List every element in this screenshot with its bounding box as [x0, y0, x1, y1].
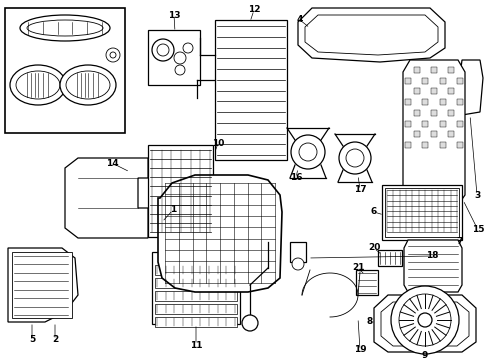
Text: 5: 5 — [29, 336, 35, 345]
Text: 1: 1 — [170, 206, 176, 215]
Circle shape — [157, 44, 169, 56]
Text: 11: 11 — [190, 341, 202, 350]
Polygon shape — [404, 240, 462, 292]
Polygon shape — [381, 302, 469, 346]
Text: 15: 15 — [472, 225, 484, 234]
Bar — [431, 67, 437, 73]
Text: 10: 10 — [212, 139, 224, 148]
Circle shape — [299, 143, 317, 161]
Ellipse shape — [60, 65, 116, 105]
Bar — [457, 99, 463, 105]
Text: 3: 3 — [474, 190, 480, 199]
Bar — [385, 188, 459, 237]
Bar — [457, 142, 463, 148]
Polygon shape — [403, 60, 465, 205]
Bar — [382, 185, 462, 240]
Text: 8: 8 — [367, 318, 373, 327]
Bar — [431, 131, 437, 137]
Text: 21: 21 — [352, 264, 364, 273]
Bar — [155, 304, 237, 314]
Bar — [422, 78, 428, 84]
Bar — [414, 67, 419, 73]
Circle shape — [391, 286, 459, 354]
Polygon shape — [298, 8, 445, 62]
Circle shape — [291, 135, 325, 169]
Text: 18: 18 — [426, 252, 438, 261]
Text: 16: 16 — [290, 174, 302, 183]
Ellipse shape — [16, 71, 60, 99]
Bar — [148, 30, 200, 85]
Bar — [155, 317, 237, 327]
Circle shape — [110, 52, 116, 58]
Bar — [155, 265, 237, 275]
Circle shape — [418, 313, 432, 327]
Bar — [405, 99, 411, 105]
Bar — [440, 78, 446, 84]
Bar — [431, 89, 437, 94]
Ellipse shape — [10, 65, 66, 105]
Bar — [5, 8, 125, 133]
Bar — [448, 131, 454, 137]
Bar — [440, 99, 446, 105]
Text: 7: 7 — [457, 238, 463, 247]
Bar — [405, 142, 411, 148]
Bar — [422, 142, 428, 148]
Text: 17: 17 — [354, 185, 367, 194]
Polygon shape — [458, 60, 483, 115]
Bar — [155, 291, 237, 301]
Bar — [405, 78, 411, 84]
Circle shape — [174, 52, 186, 64]
Bar — [155, 278, 237, 288]
Bar — [422, 99, 428, 105]
Bar — [440, 121, 446, 127]
Circle shape — [339, 142, 371, 174]
Polygon shape — [8, 248, 78, 322]
Text: 4: 4 — [297, 15, 303, 24]
Bar — [356, 270, 378, 295]
Bar — [422, 121, 428, 127]
Bar — [378, 250, 402, 266]
Circle shape — [106, 48, 120, 62]
Bar — [263, 234, 277, 244]
Text: 9: 9 — [422, 351, 428, 360]
Circle shape — [183, 43, 193, 53]
Circle shape — [242, 315, 258, 331]
Polygon shape — [374, 295, 476, 352]
Bar — [448, 110, 454, 116]
Polygon shape — [158, 175, 282, 292]
Circle shape — [152, 39, 174, 61]
Bar — [448, 67, 454, 73]
Bar — [414, 110, 419, 116]
Circle shape — [346, 149, 364, 167]
Bar — [414, 89, 419, 94]
Bar — [431, 110, 437, 116]
Text: 13: 13 — [168, 10, 180, 19]
Bar — [440, 142, 446, 148]
Ellipse shape — [27, 20, 103, 36]
Ellipse shape — [66, 71, 110, 99]
Circle shape — [175, 65, 185, 75]
Bar — [405, 121, 411, 127]
Bar — [448, 89, 454, 94]
Text: 20: 20 — [368, 243, 380, 252]
Polygon shape — [65, 158, 148, 238]
Text: 12: 12 — [248, 5, 260, 14]
Text: 2: 2 — [52, 336, 58, 345]
Circle shape — [292, 258, 304, 270]
Text: 6: 6 — [371, 207, 377, 216]
Ellipse shape — [20, 15, 110, 41]
Bar — [414, 131, 419, 137]
Circle shape — [399, 294, 451, 346]
Bar — [12, 252, 72, 318]
Bar — [152, 252, 240, 324]
Text: 19: 19 — [354, 346, 367, 355]
Bar — [457, 121, 463, 127]
Polygon shape — [305, 15, 438, 55]
Bar — [290, 242, 306, 262]
Text: 14: 14 — [106, 158, 118, 167]
Bar — [457, 78, 463, 84]
Bar — [215, 20, 287, 160]
Bar — [148, 145, 213, 237]
